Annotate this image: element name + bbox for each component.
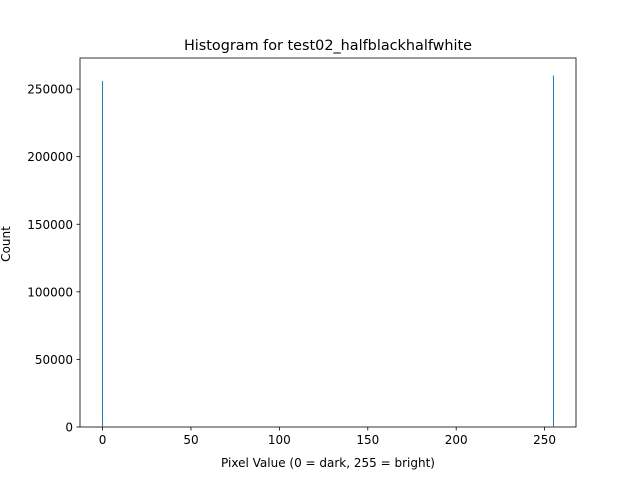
x-tick-label: 200: [445, 433, 468, 447]
bars-group: [102, 75, 554, 428]
histogram-bar-0: [102, 80, 104, 427]
y-tick-label: 50000: [35, 353, 73, 367]
histogram-bar-255: [552, 75, 554, 428]
x-tick-label: 50: [183, 433, 198, 447]
x-tick-label: 100: [268, 433, 291, 447]
x-axis-ticks: 0 50 100 150 200 250: [99, 427, 556, 447]
x-tick-label: 250: [533, 433, 556, 447]
y-tick-label: 0: [65, 421, 73, 435]
y-tick-label: 150000: [27, 218, 73, 232]
plot-frame: [79, 57, 577, 428]
plot-area: [79, 57, 577, 428]
y-axis-label: Count: [0, 226, 13, 262]
x-tick-label: 150: [356, 433, 379, 447]
x-axis-label: Pixel Value (0 = dark, 255 = bright): [221, 456, 435, 470]
y-tick-label: 100000: [27, 285, 73, 299]
x-tick-label: 0: [99, 433, 107, 447]
y-axis-ticks: 0 50000 100000 150000 200000 250000: [27, 83, 80, 435]
y-tick-label: 200000: [27, 150, 73, 164]
chart-title: Histogram for test02_halfblackhalfwhite: [184, 38, 472, 54]
y-tick-label: 250000: [27, 83, 73, 97]
